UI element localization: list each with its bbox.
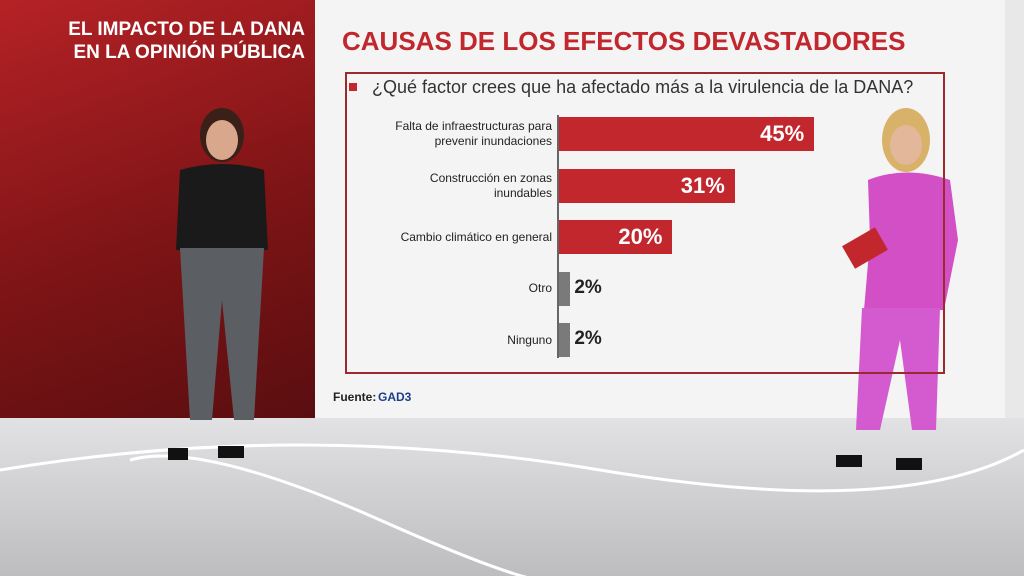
right-wall xyxy=(1005,0,1024,420)
bar xyxy=(559,220,673,254)
overlay-title: EL IMPACTO DE LA DANA EN LA OPINIÓN PÚBL… xyxy=(40,18,305,64)
chart-frame xyxy=(345,72,945,374)
bar xyxy=(559,271,571,306)
axis-line xyxy=(557,115,559,358)
presenter-left xyxy=(168,108,268,460)
subtitle-marker xyxy=(349,83,357,91)
chart-subtitle: ¿Qué factor crees que ha afectado más a … xyxy=(372,77,914,97)
value-label: 20% xyxy=(618,224,663,249)
presenter-right xyxy=(836,108,958,470)
floor-line xyxy=(0,443,1024,493)
category-label: Ninguno xyxy=(507,332,552,347)
value-label: 2% xyxy=(574,276,602,298)
value-label: 45% xyxy=(760,121,805,146)
category-label: Cambio climático en general xyxy=(400,229,552,244)
overlay-title-line: EL IMPACTO DE LA DANA xyxy=(68,19,305,40)
floor xyxy=(0,418,1024,576)
source-label: Fuente: xyxy=(333,390,377,404)
source-name: GAD3 xyxy=(378,390,412,404)
category-label: Falta de infraestructuras para prevenir … xyxy=(395,119,552,148)
category-label: Construcción en zonas inundables xyxy=(429,170,552,200)
bar xyxy=(559,117,815,151)
bar xyxy=(559,323,571,357)
value-label: 2% xyxy=(574,328,602,349)
floor-line xyxy=(129,454,560,576)
category-label: Otro xyxy=(528,281,552,295)
chart-title: CAUSAS DE LOS EFECTOS DEVASTADORES xyxy=(342,26,906,56)
value-label: 31% xyxy=(680,172,725,198)
overlay-title-line: EN LA OPINIÓN PÚBLICA xyxy=(73,42,305,63)
bar xyxy=(559,168,735,203)
